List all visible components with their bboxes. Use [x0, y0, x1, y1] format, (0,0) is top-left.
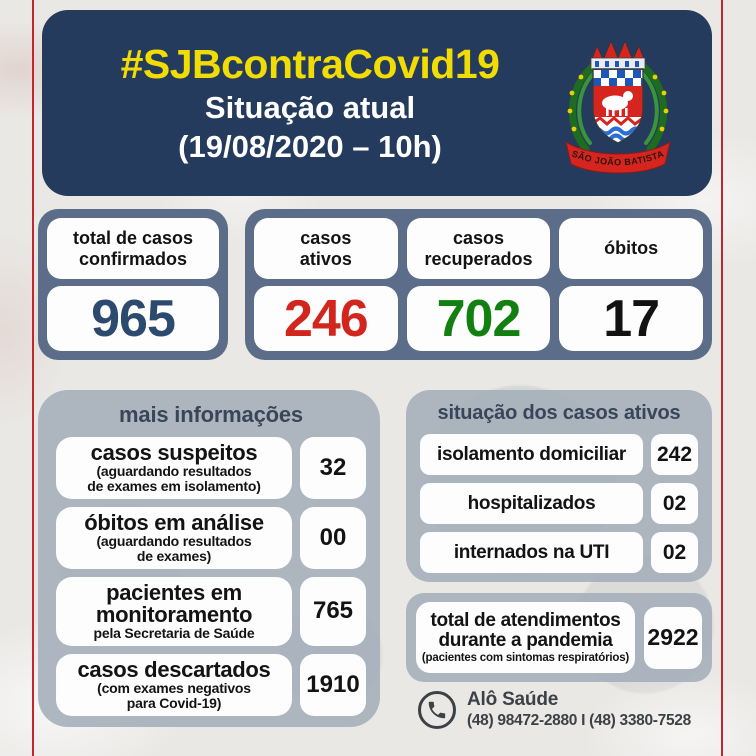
info-main-label: casos suspeitos [90, 440, 258, 465]
header-title: Situação atual [204, 89, 416, 125]
municipal-crest: SÃO JOÃO BATISTA [565, 39, 671, 174]
header-datetime: (19/08/2020 – 10h) [178, 128, 442, 164]
stat-label-recovered: casos recuperados [406, 218, 551, 279]
info-row-discarded: casos descartados (com exames negativos … [56, 653, 366, 716]
info-value-deaths-analysis: 00 [300, 506, 366, 569]
info-value-discarded: 1910 [300, 653, 366, 716]
stat-card-group: casos ativos 246 casos recuperados 702 ó… [245, 209, 712, 360]
active-cases-panel: situação dos casos ativos isolamento dom… [406, 390, 712, 582]
crest-shield [593, 69, 643, 143]
stat-value-active: 246 [254, 286, 398, 351]
info-main-label: casos descartados [77, 656, 271, 682]
active-value-icu: 02 [651, 532, 698, 573]
crest-lamb [602, 91, 633, 116]
header-text-block: #SJBcontraCovid19 Situação atual (19/08/… [60, 10, 560, 196]
contact-name: Alô Saúde [467, 689, 559, 710]
crest-crown [590, 39, 646, 70]
info-label-suspected: casos suspeitos (aguardando resultados d… [56, 437, 292, 499]
stat-card-confirmed: total de casos confirmados 965 [38, 209, 228, 360]
active-label-hospitalized: hospitalizados [420, 483, 643, 524]
active-row-home-isolation: isolamento domiciliar 242 [420, 434, 698, 475]
active-row-icu: internados na UTI 02 [420, 532, 698, 573]
attendance-sub-label: (pacientes com sintomas respiratórios) [421, 651, 630, 664]
info-main-label: pacientes em monitoramento [95, 579, 253, 627]
info-row-deaths-analysis: óbitos em análise (aguardando resultados… [56, 506, 366, 569]
info-sub-label: (aguardando resultados de exames em isol… [87, 463, 261, 494]
stat-value-confirmed: 965 [47, 286, 219, 351]
attendance-value: 2922 [644, 606, 702, 669]
active-value-hospitalized: 02 [651, 483, 698, 524]
more-info-panel: mais informações casos suspeitos (aguard… [38, 390, 380, 727]
contact-text: Alô Saúde (48) 98472-2880 I (48) 3380-75… [467, 689, 691, 730]
stat-label-deaths: óbitos [559, 218, 704, 279]
stat-label-confirmed: total de casos confirmados [47, 218, 219, 279]
active-cases-title: situação dos casos ativos [437, 402, 681, 424]
stat-value-recovered: 702 [406, 286, 551, 351]
attendance-label-box: total de atendimentos durante a pandemia… [416, 602, 635, 673]
info-sub-label: (com exames negativos para Covid-19) [97, 679, 251, 711]
stat-value-deaths: 17 [559, 286, 704, 351]
info-sub-label: (aguardando resultados de exames) [96, 532, 252, 564]
info-main-label: óbitos em análise [84, 509, 264, 535]
attendance-panel: total de atendimentos durante a pandemia… [406, 593, 712, 682]
right-edge-line [721, 0, 723, 756]
active-row-hospitalized: hospitalizados 02 [420, 483, 698, 524]
info-label-discarded: casos descartados (com exames negativos … [56, 653, 292, 716]
phone-icon [418, 691, 456, 730]
info-label-deaths-analysis: óbitos em análise (aguardando resultados… [56, 506, 292, 569]
stat-card-recovered: casos recuperados 702 [406, 218, 551, 351]
info-value-monitored: 765 [300, 576, 366, 646]
left-edge-line [32, 0, 34, 756]
more-info-title: mais informações [119, 402, 303, 427]
info-value-suspected: 32 [300, 437, 366, 499]
stat-card-deaths: óbitos 17 [559, 218, 704, 351]
info-row-suspected: casos suspeitos (aguardando resultados d… [56, 437, 366, 499]
header-banner: #SJBcontraCovid19 Situação atual (19/08/… [42, 10, 712, 196]
active-label-home-isolation: isolamento domiciliar [420, 434, 643, 475]
info-row-monitored: pacientes em monitoramento pela Secretar… [56, 576, 366, 646]
attendance-main-label: total de atendimentos durante a pandemia [430, 610, 621, 651]
contact-block: Alô Saúde (48) 98472-2880 I (48) 3380-75… [418, 689, 691, 730]
active-value-home-isolation: 242 [651, 434, 698, 475]
info-label-monitored: pacientes em monitoramento pela Secretar… [56, 576, 292, 646]
stat-label-active: casos ativos [254, 218, 398, 279]
stat-card-active: casos ativos 246 [254, 218, 398, 351]
active-label-icu: internados na UTI [420, 532, 643, 573]
info-sub-label: pela Secretaria de Saúde [93, 624, 255, 641]
wreath-berries [567, 74, 669, 132]
campaign-hashtag: #SJBcontraCovid19 [120, 40, 500, 87]
crest-ribbon: SÃO JOÃO BATISTA [565, 140, 671, 174]
contact-phones: (48) 98472-2880 I (48) 3380-7528 [467, 711, 691, 729]
